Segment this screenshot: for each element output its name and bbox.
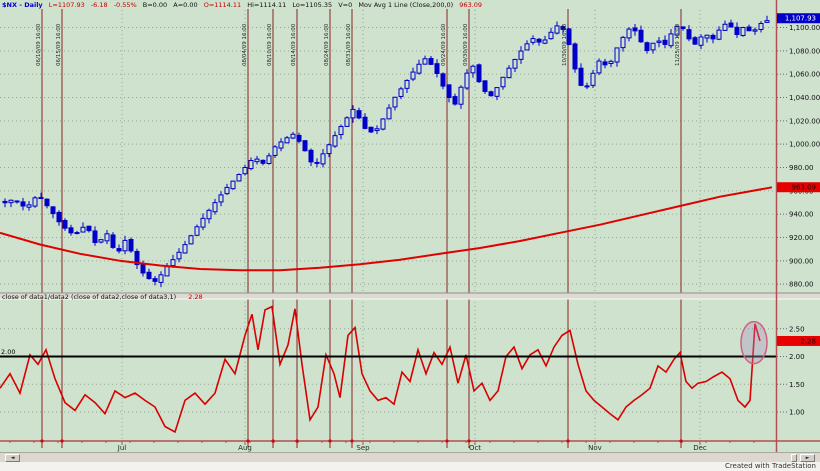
svg-text:Sep: Sep bbox=[356, 444, 370, 452]
svg-text:08/04/09 16:00: 08/04/09 16:00 bbox=[242, 23, 248, 66]
svg-text:1,020.00: 1,020.00 bbox=[789, 117, 820, 125]
svg-text:1,100.00: 1,100.00 bbox=[789, 24, 820, 32]
volume-label: V=0 bbox=[338, 1, 353, 9]
scroll-left-button[interactable]: ◄ bbox=[5, 454, 20, 462]
footer-row: Created with TradeStation bbox=[0, 462, 820, 471]
indicator-formula-label: close of data1/data2 (close of data2,clo… bbox=[2, 293, 177, 301]
svg-text:2.50: 2.50 bbox=[789, 325, 805, 333]
svg-text:963.09: 963.09 bbox=[792, 184, 817, 192]
net-change-label: -6.18 bbox=[90, 1, 108, 9]
scrollbar-splitter-handle[interactable] bbox=[791, 454, 797, 462]
indicator-value-label: 2.28 bbox=[188, 293, 203, 301]
svg-text:Dec: Dec bbox=[693, 444, 707, 452]
time-axis[interactable]: Jul Aug Sep Oct Nov Dec bbox=[0, 439, 820, 452]
event-line-labels: 06/10/09 16:00 06/15/09 16:00 08/04/09 16:… bbox=[36, 23, 681, 66]
chart-background bbox=[0, 0, 820, 452]
svg-text:08/10/09 16:00: 08/10/09 16:00 bbox=[267, 23, 273, 66]
last-price-badge: 1,107.93 bbox=[777, 13, 820, 24]
svg-text:1,080.00: 1,080.00 bbox=[789, 47, 820, 55]
svg-text:1,107.93: 1,107.93 bbox=[785, 15, 816, 23]
svg-text:1,060.00: 1,060.00 bbox=[789, 71, 820, 79]
svg-text:09/30/09 16:00: 09/30/09 16:00 bbox=[463, 23, 469, 66]
open-label: O=1114.11 bbox=[203, 1, 242, 9]
svg-text:Jul: Jul bbox=[117, 444, 127, 452]
scroll-right-button[interactable]: ► bbox=[800, 454, 815, 462]
threshold-label: 2.00 bbox=[1, 348, 15, 356]
svg-text:940.00: 940.00 bbox=[789, 211, 814, 219]
tradestation-credit: Created with TradeStation bbox=[724, 462, 816, 470]
study-value-label: 963.09 bbox=[459, 1, 483, 9]
svg-text:Nov: Nov bbox=[588, 444, 602, 452]
indicator-value-badge: 2.28 bbox=[777, 335, 820, 346]
candlestick-series bbox=[2, 15, 770, 288]
svg-text:08/24/09 16:00: 08/24/09 16:00 bbox=[324, 23, 330, 66]
svg-text:Aug: Aug bbox=[238, 444, 252, 452]
moving-average-line bbox=[0, 186, 773, 272]
last-price-label: L=1107.93 bbox=[48, 1, 85, 9]
ma-value-badge: 963.09 bbox=[777, 182, 820, 193]
svg-text:980.00: 980.00 bbox=[789, 164, 814, 172]
svg-text:11/25/09 16:00: 11/25/09 16:00 bbox=[675, 23, 681, 66]
grid bbox=[0, 10, 776, 440]
svg-text:06/15/09 16:00: 06/15/09 16:00 bbox=[56, 23, 62, 66]
chart-canvas[interactable]: 2.00 06/10/09 16:00 06/15/09 16:00 08/04/09… bbox=[0, 0, 820, 452]
svg-text:08/31/09 16:00: 08/31/09 16:00 bbox=[346, 23, 352, 66]
svg-text:08/14/09 16:00: 08/14/09 16:00 bbox=[291, 23, 297, 66]
svg-text:10/30/09 16:00: 10/30/09 16:00 bbox=[562, 23, 568, 66]
svg-text:Oct: Oct bbox=[469, 444, 481, 452]
horizontal-scrollbar[interactable]: ◄ ► bbox=[0, 452, 820, 462]
svg-text:900.00: 900.00 bbox=[789, 257, 814, 265]
indicator-title: close of data1/data2 (close of data2,clo… bbox=[2, 293, 203, 301]
scroll-left-icon: ◄ bbox=[10, 455, 15, 461]
symbol-label: $NX - Daily bbox=[2, 1, 43, 9]
ratio-indicator-line bbox=[0, 305, 761, 434]
svg-text:920.00: 920.00 bbox=[789, 234, 814, 242]
svg-text:2.28: 2.28 bbox=[800, 337, 816, 345]
chart-status-bar: $NX - Daily L=1107.93 -6.18 -0.55% B=0.0… bbox=[2, 1, 486, 9]
study-label: Mov Avg 1 Line (Close,200,0) bbox=[358, 1, 454, 9]
low-label: Lo=1105.35 bbox=[292, 1, 333, 9]
pct-change-label: -0.55% bbox=[113, 1, 137, 9]
svg-text:1,040.00: 1,040.00 bbox=[789, 94, 820, 102]
svg-text:09/24/09 16:00: 09/24/09 16:00 bbox=[441, 23, 447, 66]
svg-text:1.00: 1.00 bbox=[789, 409, 805, 417]
svg-text:880.00: 880.00 bbox=[789, 281, 814, 289]
svg-text:1.50: 1.50 bbox=[789, 381, 805, 389]
scroll-right-icon: ► bbox=[805, 455, 810, 461]
high-label: Hi=1114.11 bbox=[247, 1, 287, 9]
panel-separator[interactable] bbox=[0, 292, 820, 300]
highlight-ellipse bbox=[740, 320, 768, 365]
ask-label: A=0.00 bbox=[173, 1, 198, 9]
svg-text:06/10/09 16:00: 06/10/09 16:00 bbox=[36, 23, 42, 66]
svg-text:1,000.00: 1,000.00 bbox=[789, 141, 820, 149]
bid-label: B=0.00 bbox=[142, 1, 168, 9]
svg-text:2.00: 2.00 bbox=[789, 353, 805, 361]
